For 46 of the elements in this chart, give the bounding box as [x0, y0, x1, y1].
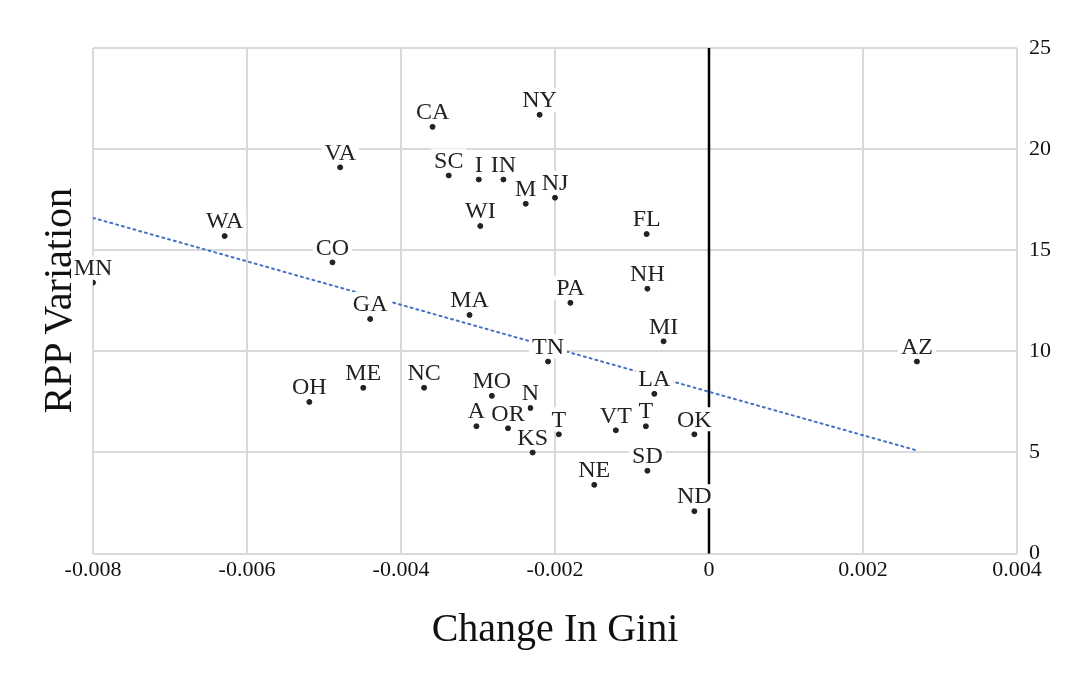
data-label: OK: [677, 405, 713, 432]
data-label: I: [474, 150, 483, 177]
data-label: KS: [517, 423, 549, 450]
data-label: NC: [407, 359, 441, 386]
x-tick-label: -0.002: [526, 555, 584, 581]
data-label: MI: [648, 312, 679, 339]
data-label: T: [638, 397, 654, 424]
data-label: LA: [638, 365, 671, 392]
data-label: CA: [415, 98, 450, 125]
data-label: OH: [292, 373, 327, 400]
data-label: ME: [345, 359, 382, 386]
x-tick-label: 0: [703, 555, 715, 581]
x-axis-title: Change In Gini: [431, 604, 679, 650]
data-label: GA: [352, 290, 389, 317]
data-label: NH: [630, 259, 665, 286]
x-tick-label: -0.006: [218, 555, 276, 581]
data-label: AZ: [900, 332, 933, 359]
y-tick-label: 15: [1029, 236, 1051, 262]
y-tick-label: 5: [1029, 438, 1040, 464]
data-label: VA: [324, 138, 357, 165]
data-label: NY: [522, 86, 557, 113]
y-tick-label: 20: [1029, 134, 1051, 160]
y-tick-label: 10: [1029, 337, 1051, 363]
data-label: ND: [677, 482, 712, 509]
data-label: WI: [464, 197, 496, 224]
data-label: FL: [632, 205, 661, 232]
data-label: NE: [578, 456, 611, 483]
y-tick-label: 25: [1029, 33, 1051, 59]
data-label: WA: [206, 207, 244, 234]
data-label: A: [467, 397, 486, 424]
data-label: PA: [556, 274, 586, 301]
data-label: T: [551, 405, 567, 432]
x-tick-label: -0.004: [372, 555, 430, 581]
data-label: MO: [472, 367, 512, 394]
data-label: SC: [434, 146, 464, 173]
x-tick-label: -0.008: [64, 555, 122, 581]
data-label: MA: [450, 286, 490, 313]
data-label: SD: [632, 441, 663, 468]
x-tick-label: 0.002: [838, 555, 888, 581]
data-label: NJ: [541, 168, 569, 195]
data-label: TN: [532, 332, 565, 359]
data-label: OR: [491, 399, 525, 426]
data-label: IN: [490, 150, 517, 177]
data-label: VT: [599, 401, 633, 428]
data-label: M: [515, 175, 537, 202]
data-label: CO: [315, 233, 350, 260]
